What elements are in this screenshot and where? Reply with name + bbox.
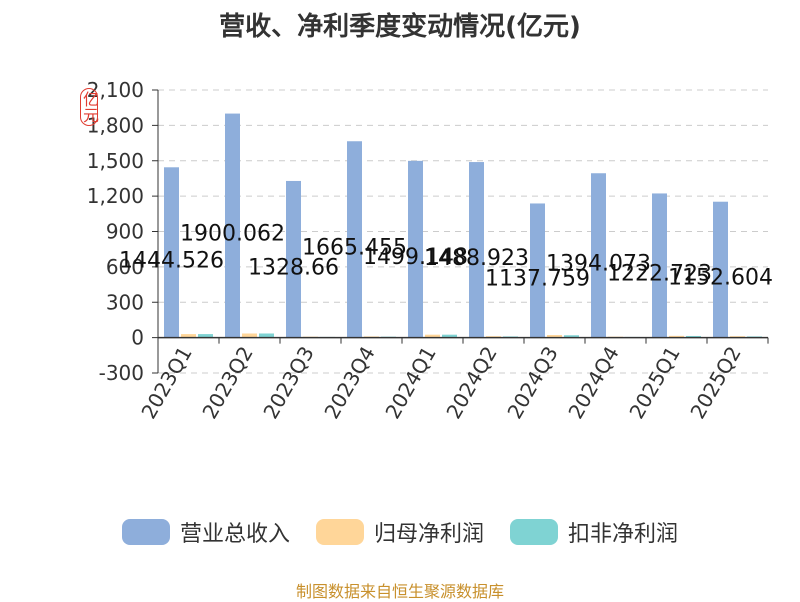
legend-label-deducted-profit: 扣非净利润 — [568, 522, 679, 547]
bar-revenue — [469, 162, 484, 338]
y-tick-label: -300 — [99, 361, 144, 385]
bars — [164, 113, 762, 338]
data-label-revenue: 1665.455 — [302, 235, 407, 260]
x-tick-label: 2023Q1 — [136, 342, 196, 423]
bar-revenue — [225, 113, 240, 338]
legend-label-net-profit: 归母净利润 — [373, 522, 484, 547]
y-tick-label: 900 — [106, 220, 144, 244]
y-tick-label: 600 — [106, 255, 144, 279]
legend-swatch-deducted-profit — [510, 519, 558, 545]
y-tick-label: 0 — [131, 326, 144, 350]
data-label-revenue: 1328.66 — [248, 255, 339, 280]
legend-item-revenue[interactable]: 营业总收入 — [121, 516, 290, 548]
chart-title: 营收、净利季度变动情况(亿元) — [219, 12, 581, 42]
y-tick-label: 1,200 — [87, 184, 144, 208]
y-tick-label: 300 — [106, 290, 144, 314]
bar-revenue — [530, 203, 545, 338]
x-tick-label: 2023Q2 — [197, 342, 257, 423]
y-axis-unit-label: 亿元 — [80, 88, 99, 126]
legend-item-deducted-profit[interactable]: 扣非净利润 — [510, 516, 678, 548]
data-label-revenue: 1900.062 — [180, 222, 285, 247]
x-tick-label: 2024Q1 — [380, 342, 440, 423]
legend-swatch-net-profit — [315, 519, 364, 545]
data-label-revenue: 1394.073 — [546, 251, 651, 276]
x-tick-label: 2023Q3 — [258, 342, 318, 423]
bar-net-profit — [669, 335, 684, 338]
bar-deducted-profit — [198, 334, 213, 338]
data-label-revenue: 1152.604 — [668, 266, 773, 291]
x-tick-label: 2024Q3 — [502, 342, 562, 423]
x-tick-label: 2023Q4 — [319, 342, 379, 423]
bar-revenue — [347, 141, 362, 338]
bar-revenue — [408, 160, 423, 338]
bar-revenue — [652, 193, 667, 338]
bar-deducted-profit — [442, 334, 457, 338]
x-tick-label: 2024Q2 — [441, 342, 501, 423]
bar-net-profit — [425, 334, 440, 338]
data-label-revenue: 1488.923 — [424, 246, 529, 271]
x-tick-label: 2025Q1 — [624, 342, 684, 423]
bar-deducted-profit — [259, 333, 274, 338]
legend-item-net-profit[interactable]: 归母净利润 — [315, 516, 484, 548]
x-tick-label: 2024Q4 — [563, 342, 623, 423]
x-tick-label: 2025Q2 — [685, 342, 745, 423]
bar-revenue — [286, 180, 301, 338]
bar-revenue — [591, 173, 606, 338]
bar-net-profit — [242, 333, 257, 338]
y-tick-label: 1,500 — [87, 149, 144, 173]
bar-deducted-profit — [564, 335, 579, 338]
data-label-revenue: 1444.526 — [119, 248, 224, 273]
bar-net-profit — [547, 335, 562, 338]
legend: 营业总收入 归母净利润 扣非净利润 — [0, 516, 800, 548]
data-label-revenue: 1137.759 — [485, 267, 590, 292]
bar-deducted-profit — [686, 335, 701, 338]
data-source: 制图数据来自恒生聚源数据库 — [295, 582, 504, 601]
bar-revenue — [164, 167, 179, 338]
bar-net-profit — [181, 334, 196, 338]
legend-swatch-revenue — [121, 519, 170, 545]
bar-revenue — [713, 201, 728, 338]
data-label-revenue: 1222.723 — [607, 262, 712, 287]
data-label-revenue: 1499.148 — [363, 245, 468, 270]
legend-label-revenue: 营业总收入 — [179, 522, 290, 547]
data-labels: 1444.5261900.0621328.661665.4551499.1481… — [119, 222, 773, 292]
